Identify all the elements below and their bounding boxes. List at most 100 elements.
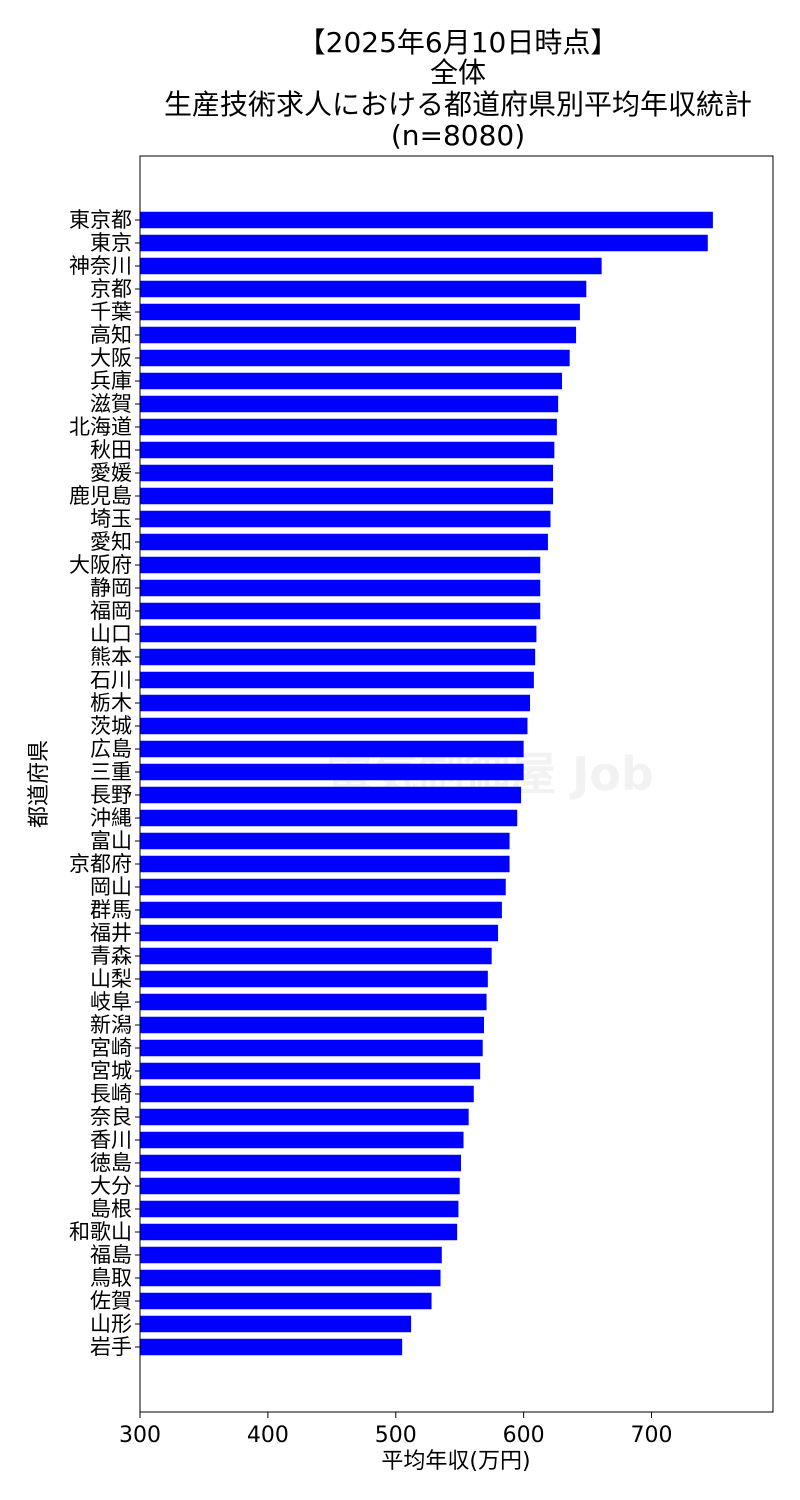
y-tick-label: 青森 [90,944,132,968]
y-tick-label: 茨城 [90,714,132,738]
y-tick-label: 愛知 [90,530,132,554]
y-tick-label: 香川 [90,1128,132,1152]
bar [140,464,554,482]
y-tick-label: 神奈川 [69,254,132,278]
bar [140,1062,481,1080]
bar [140,303,580,321]
y-tick-label: 群馬 [90,898,132,922]
y-tick-label: 山形 [90,1312,132,1336]
bar [140,211,713,229]
y-tick-label: 静岡 [90,576,132,600]
bar [140,372,562,390]
bar [140,1039,483,1057]
y-tick-label: 山梨 [90,967,132,991]
bar [140,694,531,712]
y-tick-label: 長野 [90,783,132,807]
y-tick-label: 佐賀 [90,1289,132,1313]
x-axis-label: 平均年収(万円) [381,1449,530,1474]
x-tick-label: 700 [631,1423,673,1448]
y-tick-label: 富山 [90,829,132,853]
y-tick-label: 三重 [90,760,132,784]
bar [140,395,559,413]
y-tick-label: 新潟 [90,1013,132,1037]
y-tick-label: 愛媛 [90,461,132,485]
y-axis-label: 都道府県 [27,740,52,828]
bar [140,1177,460,1195]
y-tick-label: 京都府 [69,852,132,876]
title-line-main: 生産技術求人における都道府県別平均年収統計 [164,88,752,121]
x-tick-label: 300 [119,1423,161,1448]
bar [140,740,524,758]
y-tick-label: 鳥取 [90,1266,132,1290]
x-axis-ticks: 300 400 500 600 700 [119,1412,673,1448]
bar [140,1338,403,1356]
bar [140,1154,461,1172]
y-tick-label: 福井 [90,921,132,945]
y-tick-label: 長崎 [90,1082,132,1106]
bar [140,349,570,367]
x-tick-label: 400 [247,1423,289,1448]
y-tick-label: 大分 [90,1174,132,1198]
x-tick-label: 500 [375,1423,417,1448]
bar [140,533,548,551]
bar [140,717,528,735]
bar [140,901,502,919]
y-tick-label: 秋田 [90,438,132,462]
bar [140,1108,469,1126]
title-line-count: (n=8080) [391,119,525,152]
y-tick-label: 徳島 [90,1151,132,1175]
bar [140,924,499,942]
bar [140,1200,459,1218]
bar [140,1315,412,1333]
bar [140,1292,432,1310]
y-tick-label: 石川 [90,668,132,692]
y-tick-label: 大阪府 [69,553,132,577]
y-tick-label: 兵庫 [90,369,132,393]
y-axis-ticks: 東京都東京神奈川京都千葉高知大阪兵庫滋賀北海道秋田愛媛鹿児島埼玉愛知大阪府静岡福… [69,208,140,1359]
bar [140,1269,441,1287]
bar [140,1131,464,1149]
y-tick-label: 広島 [90,737,132,761]
bar [140,832,510,850]
bar [140,786,522,804]
title-line-scope: 全体 [430,56,486,89]
bar [140,970,488,988]
y-tick-label: 岩手 [90,1335,132,1359]
bar [140,763,524,781]
bar [140,878,506,896]
y-tick-label: 滋賀 [90,392,132,416]
bar [140,648,536,666]
y-tick-label: 山口 [90,622,132,646]
y-tick-label: 京都 [90,277,132,301]
bar [140,326,577,344]
bar [140,280,587,298]
plot-frame [139,155,774,1413]
y-tick-label: 高知 [90,323,132,347]
chart-title: 【2025年6月10日時点】 全体 生産技術求人における都道府県別平均年収統計 … [164,26,752,152]
y-tick-label: 東京都 [69,208,132,232]
y-tick-label: 栃木 [90,691,132,715]
bars-layer [140,211,713,1356]
bar [140,602,541,620]
y-tick-label: 東京 [90,231,132,255]
y-tick-label: 和歌山 [69,1220,132,1244]
bar [140,1223,458,1241]
bar [140,1246,442,1264]
bar [140,625,537,643]
bar [140,487,554,505]
bar [140,441,555,459]
bar [140,418,557,436]
y-tick-label: 埼玉 [90,507,132,531]
y-tick-label: 大阪 [90,346,132,370]
y-tick-label: 沖縄 [90,806,132,830]
y-tick-label: 福岡 [90,599,132,623]
y-tick-label: 北海道 [69,415,132,439]
bar [140,579,541,597]
y-tick-label: 鹿児島 [69,484,132,508]
y-tick-label: 岡山 [90,875,132,899]
bar [140,510,551,528]
bar [140,234,708,252]
bar [140,556,541,574]
y-tick-label: 岐阜 [90,990,132,1014]
